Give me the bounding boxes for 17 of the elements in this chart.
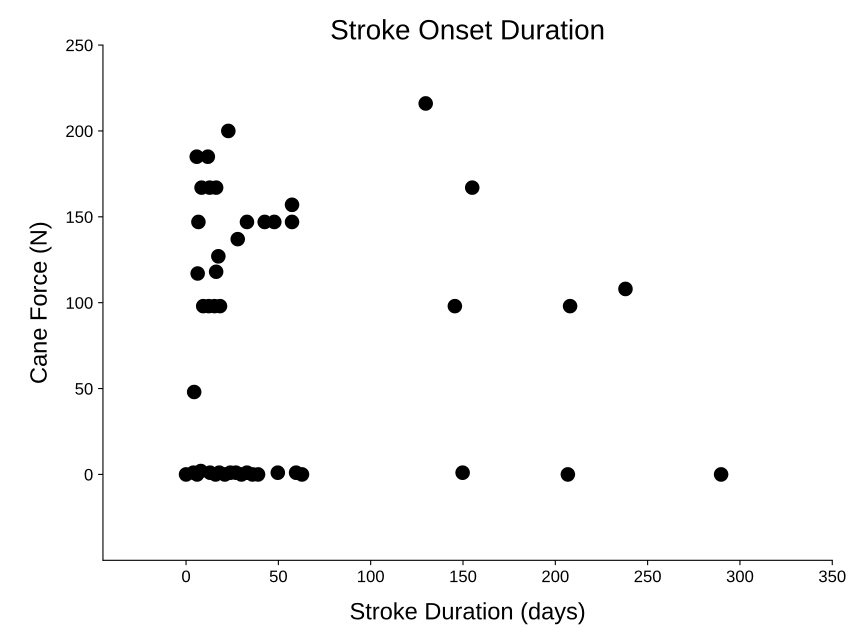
x-tick-label: 200 (542, 570, 569, 582)
x-axis-title: Stroke Duration (days) (350, 602, 584, 624)
chart-title: Stroke Onset Duration (331, 19, 604, 40)
y-tick-label: 100 (66, 297, 93, 309)
x-tick-label: 0 (182, 570, 190, 582)
y-tick-label: 50 (75, 382, 93, 395)
y-tick-label: 150 (66, 211, 93, 224)
y-axis-title: Cane Force (N) (30, 222, 52, 383)
x-tick-label: 150 (450, 570, 476, 582)
y-tick-label: 200 (66, 125, 93, 138)
x-tick-label: 250 (634, 570, 661, 582)
x-tick-label: 300 (726, 570, 754, 582)
x-tick-label: 100 (358, 570, 384, 582)
x-tick-label: 50 (270, 570, 287, 582)
x-tick-label: 350 (818, 570, 846, 582)
y-tick-label: 250 (66, 39, 93, 52)
y-tick-label: 0 (84, 468, 93, 481)
